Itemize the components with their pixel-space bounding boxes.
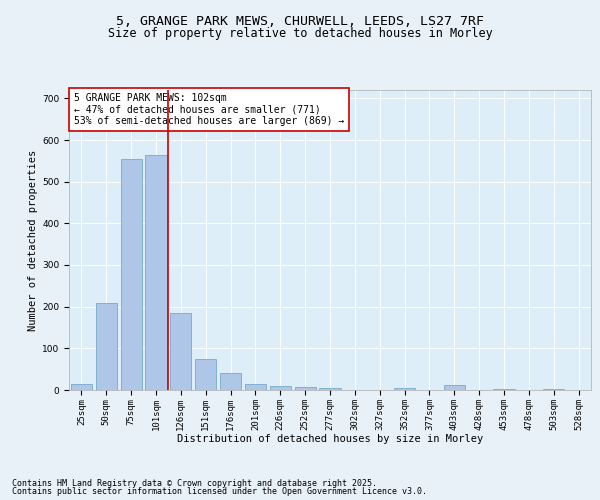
- Bar: [493, 389, 515, 390]
- Bar: [220, 374, 241, 390]
- Text: Contains HM Land Registry data © Crown copyright and database right 2025.: Contains HM Land Registry data © Crown c…: [12, 478, 377, 488]
- Bar: [170, 313, 191, 390]
- Text: 5, GRANGE PARK MEWS, CHURWELL, LEEDS, LS27 7RF: 5, GRANGE PARK MEWS, CHURWELL, LEEDS, LS…: [116, 15, 484, 28]
- Text: Size of property relative to detached houses in Morley: Size of property relative to detached ho…: [107, 28, 493, 40]
- Bar: [444, 385, 465, 390]
- Bar: [543, 389, 564, 390]
- X-axis label: Distribution of detached houses by size in Morley: Distribution of detached houses by size …: [177, 434, 483, 444]
- Bar: [96, 302, 117, 390]
- Text: Contains public sector information licensed under the Open Government Licence v3: Contains public sector information licen…: [12, 487, 427, 496]
- Y-axis label: Number of detached properties: Number of detached properties: [28, 150, 38, 330]
- Bar: [319, 388, 341, 390]
- Bar: [394, 388, 415, 390]
- Bar: [245, 384, 266, 390]
- Text: 5 GRANGE PARK MEWS: 102sqm
← 47% of detached houses are smaller (771)
53% of sem: 5 GRANGE PARK MEWS: 102sqm ← 47% of deta…: [74, 93, 344, 126]
- Bar: [295, 386, 316, 390]
- Bar: [270, 386, 291, 390]
- Bar: [145, 154, 167, 390]
- Bar: [195, 359, 216, 390]
- Bar: [121, 159, 142, 390]
- Bar: [71, 384, 92, 390]
